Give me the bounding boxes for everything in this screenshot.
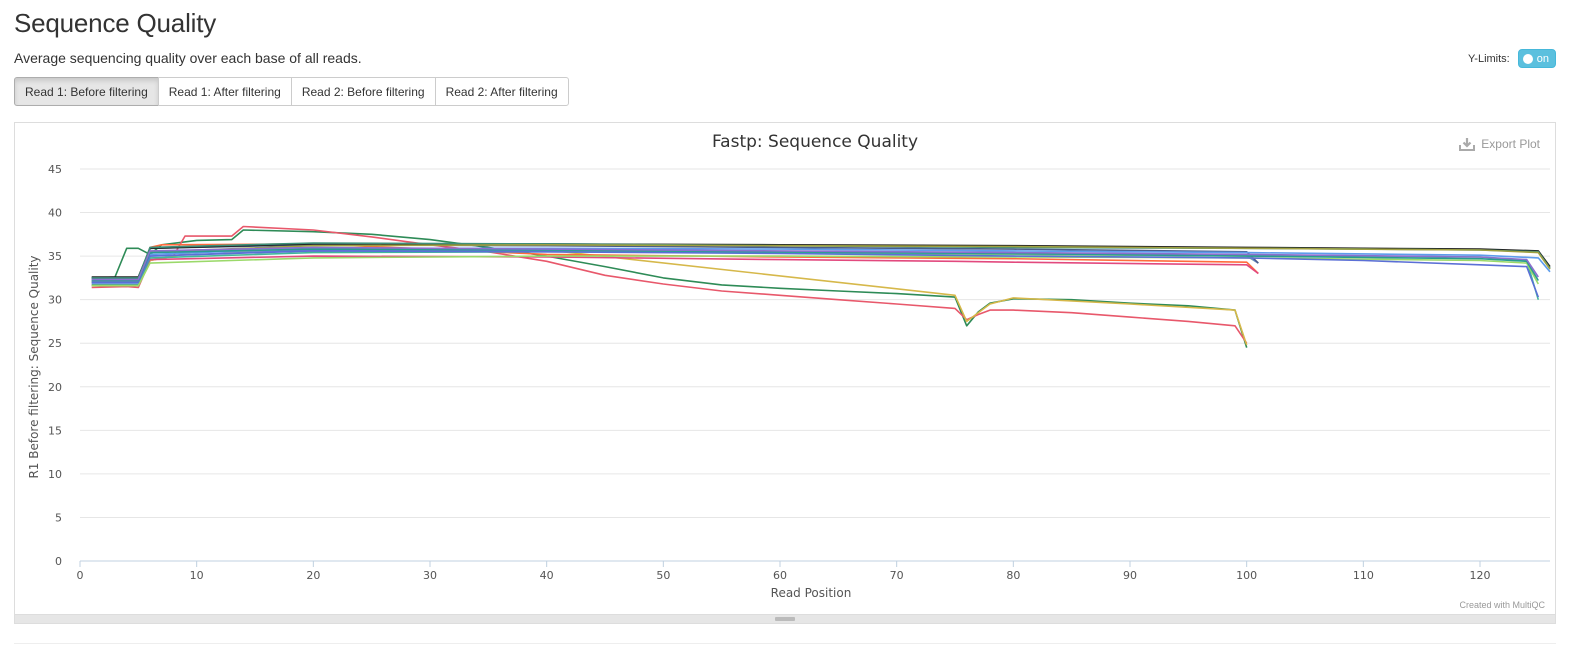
y-tick-label: 40	[48, 207, 62, 220]
series-line-14[interactable]	[91, 255, 1539, 287]
sequence-quality-chart[interactable]: 0 5 10 15 20 25 30 35 40 45 0 10 20 30 40 50 60 70 80 90 100…	[15, 123, 1555, 614]
plot-resize-handle[interactable]	[14, 615, 1556, 624]
export-plot-button[interactable]: Export Plot	[1459, 137, 1540, 151]
x-tick-label: 30	[423, 569, 437, 582]
section-title: Sequence Quality	[14, 8, 217, 38]
y-limits-label: Y-Limits:	[1467, 52, 1510, 65]
toggle-knob-icon	[1522, 53, 1533, 64]
x-tick-label: 90	[1123, 569, 1137, 582]
export-plot-label: Export Plot	[1481, 137, 1540, 151]
download-icon	[1459, 138, 1476, 151]
tab-read1-before[interactable]: Read 1: Before filtering	[14, 77, 159, 106]
x-tick-label: 70	[890, 569, 904, 582]
x-tick-label: 20	[306, 569, 320, 582]
divider	[14, 643, 1556, 644]
x-axis-label: Read Position	[771, 586, 852, 600]
y-tick-label: 10	[48, 468, 62, 481]
grip-icon	[775, 617, 795, 621]
y-tick-label: 25	[48, 337, 62, 350]
series-line-2[interactable]	[91, 225, 1248, 344]
y-tick-label: 15	[48, 424, 62, 437]
created-with-credit[interactable]: Created with MultiQC	[1459, 600, 1545, 610]
tab-read1-after[interactable]: Read 1: After filtering	[157, 77, 292, 106]
x-tick-label: 120	[1470, 569, 1491, 582]
section-description: Average sequencing quality over each bas…	[14, 50, 362, 66]
y-limits-control: Y-Limits: on	[1468, 49, 1556, 68]
y-axis-label: R1 Before filtering: Sequence Quality	[27, 255, 41, 478]
tab-read2-after[interactable]: Read 2: After filtering	[434, 77, 569, 106]
y-limits-toggle[interactable]: on	[1517, 49, 1556, 68]
y-tick-label: 35	[48, 250, 62, 263]
series-line-3[interactable]	[91, 249, 1248, 346]
x-tick-label: 60	[773, 569, 787, 582]
series-line-17[interactable]	[91, 246, 1539, 281]
y-tick-label: 45	[48, 163, 62, 176]
read-tabs: Read 1: Before filtering Read 1: After f…	[14, 77, 569, 106]
x-tick-label: 40	[540, 569, 554, 582]
y-tick-label: 20	[48, 381, 62, 394]
y-tick-label: 5	[55, 511, 62, 524]
chart-title: Fastp: Sequence Quality	[712, 132, 918, 152]
x-tick-label: 100	[1236, 569, 1257, 582]
series-line-15[interactable]	[91, 250, 1540, 298]
y-tick-label: 0	[55, 555, 62, 568]
x-tick-label: 10	[190, 569, 204, 582]
tab-read2-before[interactable]: Read 2: Before filtering	[290, 77, 436, 106]
x-tick-label: 110	[1353, 569, 1374, 582]
x-tick-label: 0	[77, 569, 84, 582]
y-tick-label: 30	[48, 294, 62, 307]
x-tick-label: 80	[1006, 569, 1020, 582]
y-limits-toggle-label: on	[1536, 52, 1549, 65]
plot-container: 0 5 10 15 20 25 30 35 40 45 0 10 20 30 40 50 60 70 80 90 100…	[14, 122, 1556, 615]
x-tick-label: 50	[656, 569, 670, 582]
